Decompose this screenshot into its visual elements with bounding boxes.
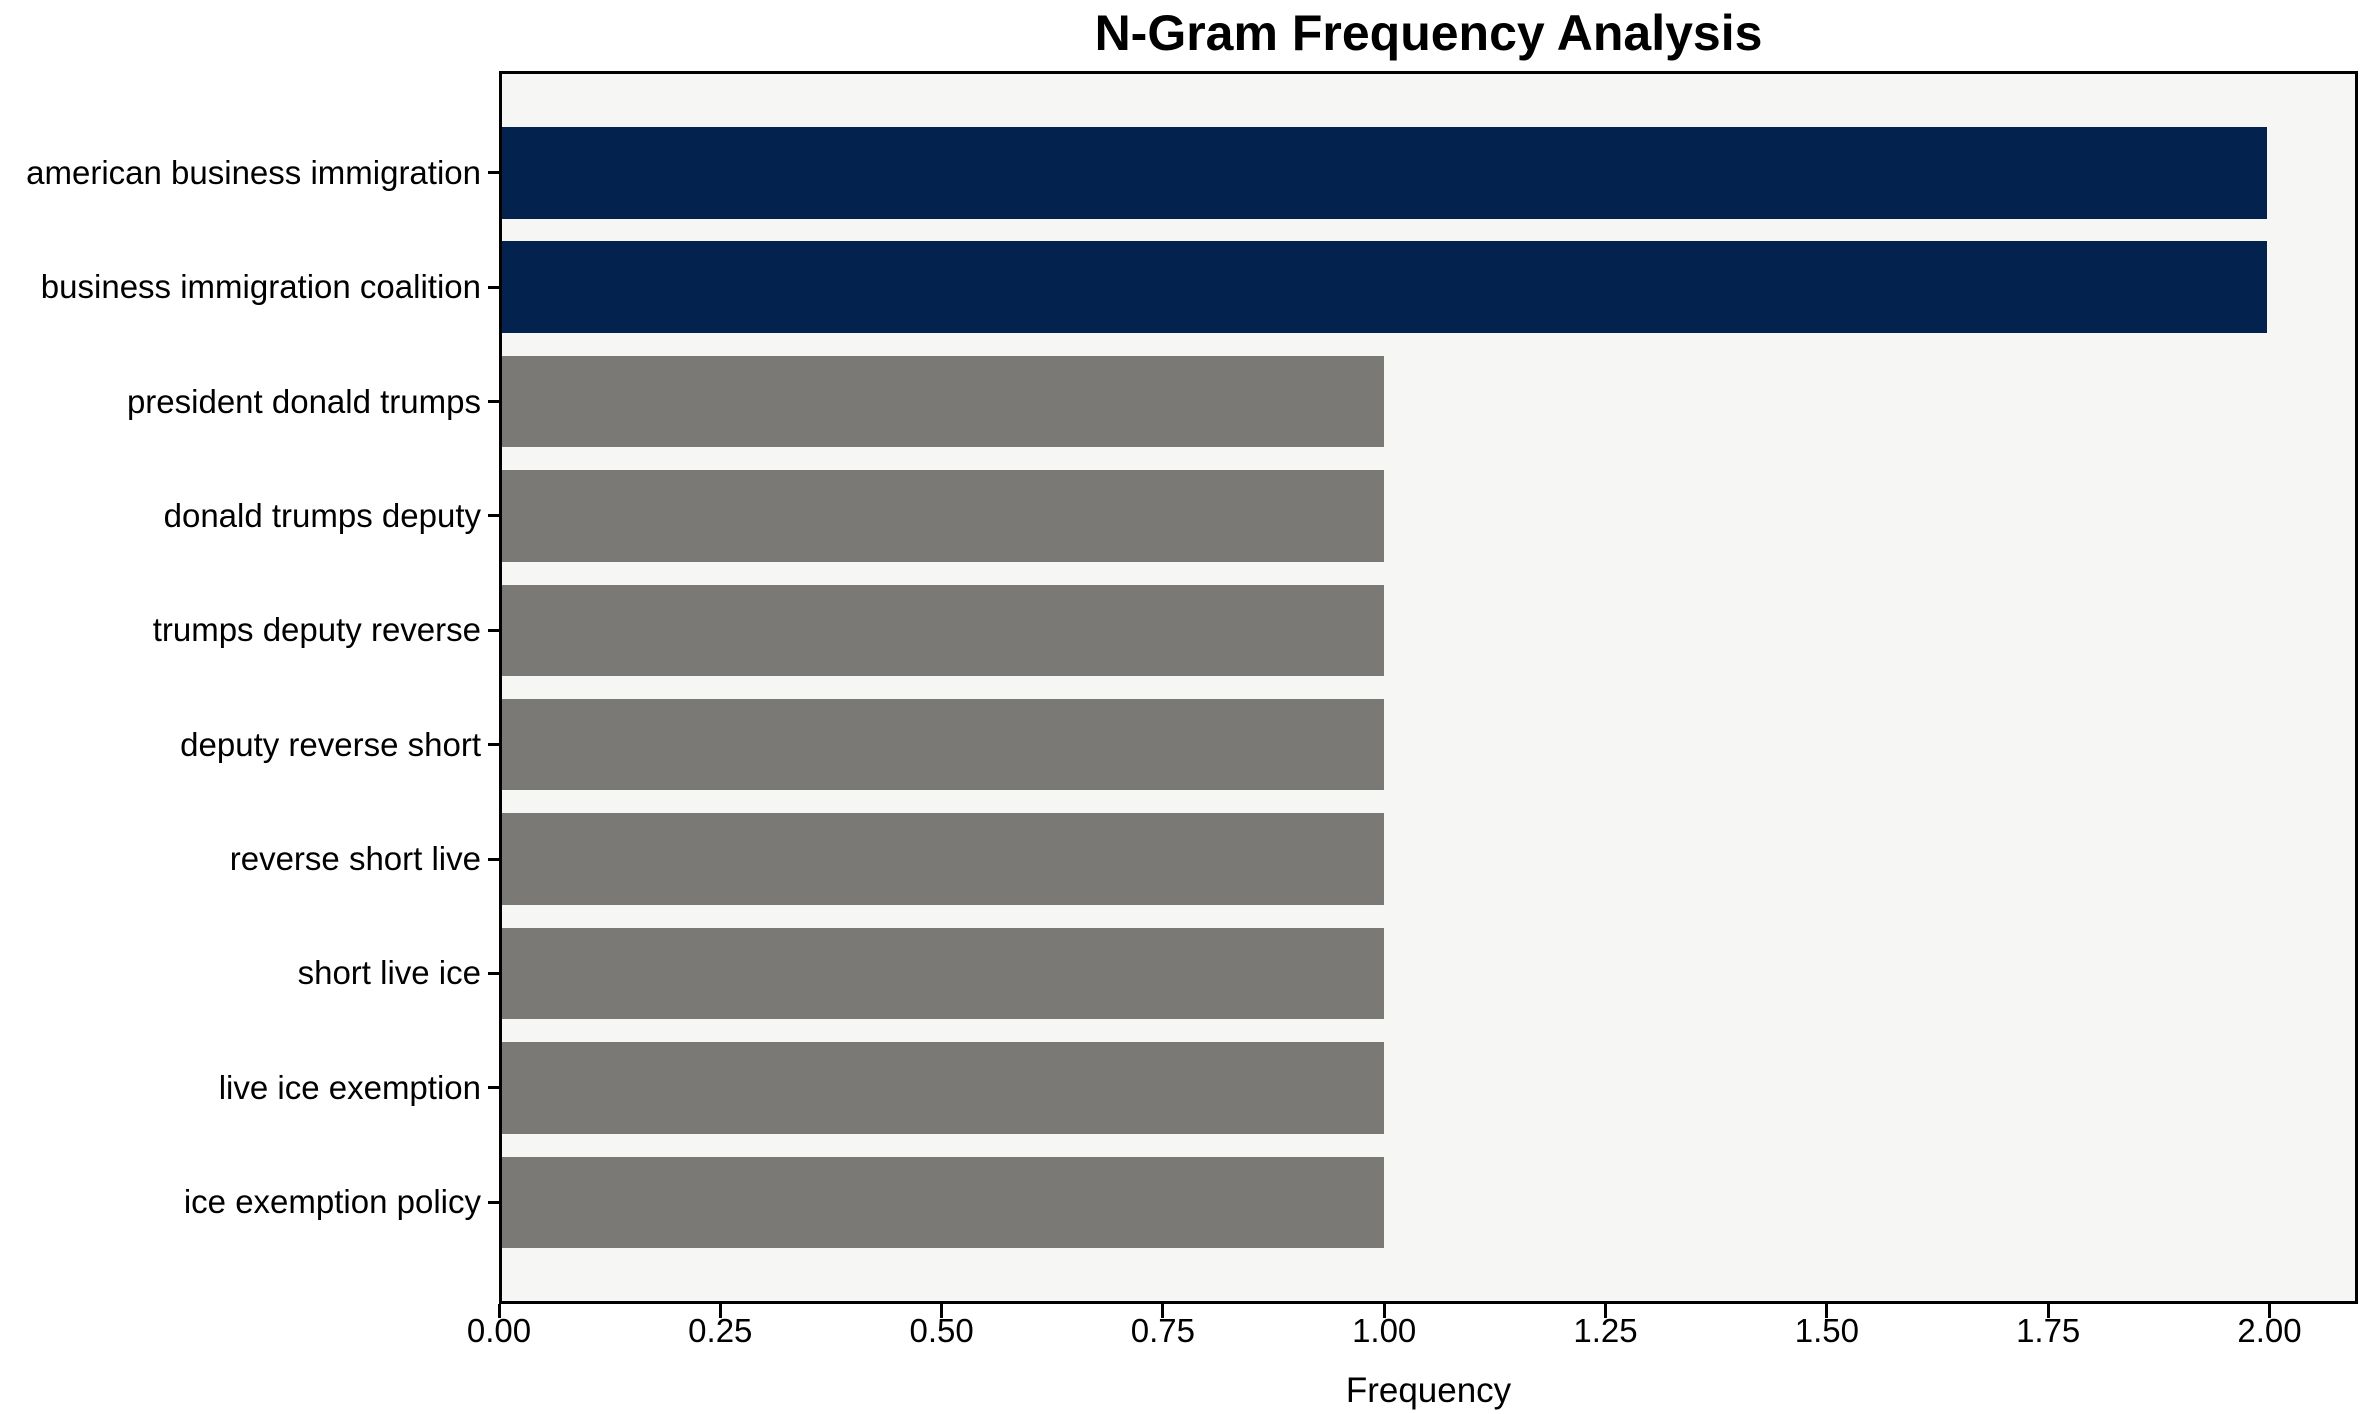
y-axis-labels: american business immigration business im… [0, 74, 481, 1301]
x-tick-mark [1604, 1304, 1607, 1318]
bar-president-donald-trumps [502, 355, 1385, 448]
bar-business-immigration-coalition [502, 241, 2267, 333]
y-tick-label: short live ice [297, 954, 481, 992]
x-tick-mark [1382, 1304, 1386, 1318]
y-tick-label: deputy reverse short [180, 725, 481, 763]
chart-title: N-Gram Frequency Analysis [1094, 5, 1763, 61]
x-tick-mark [497, 1304, 501, 1318]
y-tick-label: donald trumps deputy [163, 496, 481, 534]
x-tick-mark [718, 1304, 722, 1318]
bar-reverse-short-live [502, 813, 1385, 905]
bar-deputy-reverse-short [502, 698, 1385, 791]
y-tick-mark [488, 400, 500, 403]
y-tick-mark [488, 1086, 500, 1090]
y-tick-mark [488, 285, 500, 289]
y-tick-mark [488, 628, 500, 632]
y-tick-label: ice exemption policy [183, 1183, 481, 1221]
x-tick-mark [2046, 1304, 2050, 1318]
x-axis-label: Frequency [1345, 1371, 1512, 1410]
y-tick-mark [488, 1200, 500, 1204]
bar-american-business-immigration [502, 127, 2267, 219]
y-tick-mark [488, 171, 500, 175]
bar-donald-trumps-deputy [502, 470, 1385, 562]
x-tick-label: 0.25 [688, 1312, 753, 1349]
x-tick-label: 2.00 [2237, 1312, 2302, 1349]
y-tick-label: live ice exemption [218, 1068, 481, 1106]
x-tick-label: 0.00 [466, 1312, 532, 1349]
bar-live-ice-exemption [502, 1042, 1385, 1134]
y-tick-label: trumps deputy reverse [152, 611, 481, 649]
x-tick-label: 1.50 [1794, 1312, 1859, 1349]
bar-short-live-ice [502, 927, 1385, 1020]
x-tick-mark [1161, 1304, 1165, 1318]
y-tick-label: business immigration coalition [40, 268, 481, 306]
bar-trumps-deputy-reverse [502, 584, 1385, 676]
x-tick-label: 0.50 [909, 1312, 974, 1349]
x-tick-label: 1.00 [1352, 1312, 1417, 1349]
y-tick-label: reverse short live [229, 840, 481, 878]
bar-ice-exemption-policy [502, 1156, 1385, 1248]
x-tick-label: 1.25 [1573, 1312, 1638, 1349]
y-tick-mark [488, 971, 500, 975]
x-tick-mark [2268, 1304, 2271, 1318]
x-tick-label: 1.75 [2016, 1312, 2081, 1349]
plot-area [499, 71, 2358, 1304]
x-tick-label: 0.75 [1130, 1312, 1195, 1349]
x-tick-mark [940, 1304, 944, 1318]
y-tick-label: president donald trumps [126, 382, 481, 420]
y-tick-mark [488, 743, 500, 747]
y-tick-mark [488, 514, 500, 518]
y-tick-mark [488, 857, 500, 861]
x-tick-mark [1825, 1304, 1829, 1318]
y-tick-label: american business immigration [26, 153, 481, 191]
